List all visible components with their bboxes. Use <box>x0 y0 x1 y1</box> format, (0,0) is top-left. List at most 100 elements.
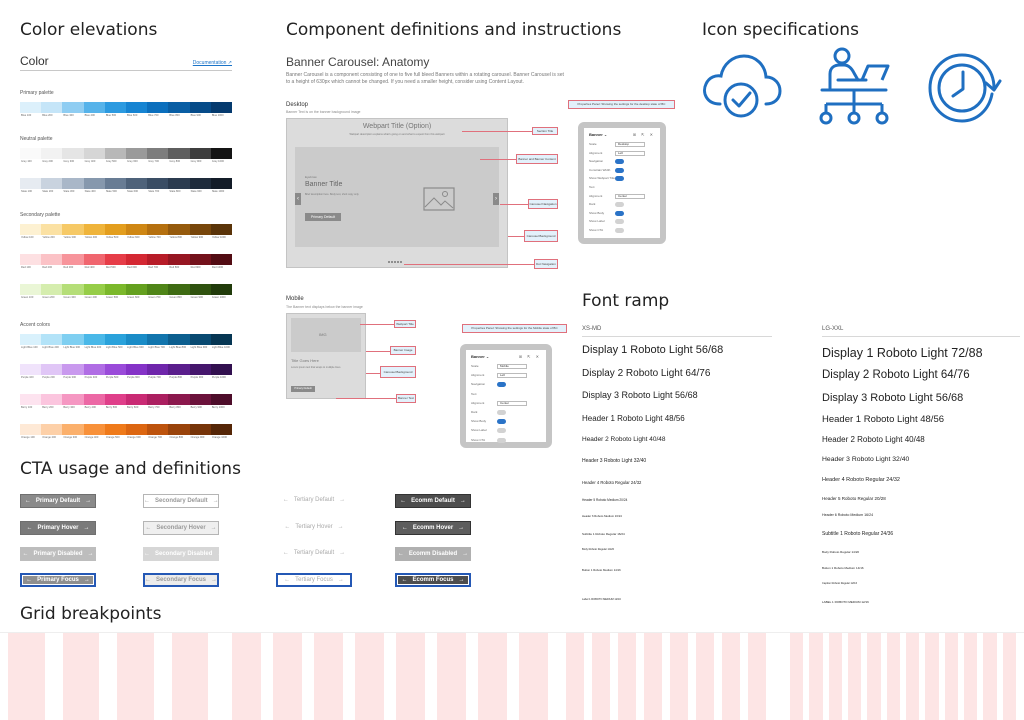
color-swatch[interactable] <box>189 284 211 295</box>
color-swatch[interactable] <box>126 178 148 189</box>
color-swatch[interactable] <box>20 394 42 405</box>
color-swatch[interactable] <box>210 148 233 159</box>
color-swatch[interactable] <box>83 424 105 435</box>
color-swatch[interactable] <box>104 394 127 405</box>
color-swatch[interactable] <box>126 284 148 295</box>
color-swatch[interactable] <box>168 334 190 345</box>
color-swatch[interactable] <box>189 334 211 345</box>
color-swatch[interactable] <box>62 424 84 435</box>
color-swatch[interactable] <box>104 424 127 435</box>
color-swatch[interactable] <box>189 178 211 189</box>
color-swatch[interactable] <box>62 364 84 375</box>
color-swatch[interactable] <box>104 254 127 265</box>
color-swatch[interactable] <box>41 394 63 405</box>
color-swatch[interactable] <box>83 284 105 295</box>
panel-toggle[interactable] <box>497 410 506 415</box>
banner-primary-button[interactable]: Primary Default <box>305 213 341 221</box>
color-swatch[interactable] <box>168 102 190 113</box>
color-swatch[interactable] <box>210 364 233 375</box>
color-swatch[interactable] <box>20 424 42 435</box>
panel-toggle[interactable] <box>615 167 624 173</box>
color-swatch[interactable] <box>83 254 105 265</box>
color-swatch[interactable] <box>147 224 169 235</box>
panel-select[interactable]: Left <box>615 150 645 156</box>
color-swatch[interactable] <box>62 334 84 345</box>
color-swatch[interactable] <box>168 224 190 235</box>
color-swatch[interactable] <box>83 394 105 405</box>
color-swatch[interactable] <box>147 148 169 159</box>
panel-select[interactable]: Desktop <box>615 142 645 147</box>
color-swatch[interactable] <box>62 148 84 159</box>
color-swatch[interactable] <box>83 102 105 113</box>
color-swatch[interactable] <box>210 178 233 189</box>
secondary-hover-button[interactable]: ← Secondary Hover → <box>143 521 219 535</box>
color-swatch[interactable] <box>41 334 63 345</box>
color-swatch[interactable] <box>62 102 84 113</box>
ecomm-hover-button[interactable]: ← Ecomm Hover → <box>395 521 471 535</box>
color-swatch[interactable] <box>210 284 233 295</box>
color-swatch[interactable] <box>83 178 105 189</box>
color-swatch[interactable] <box>168 424 190 435</box>
color-swatch[interactable] <box>41 424 63 435</box>
panel-toggle[interactable] <box>615 228 624 233</box>
color-swatch[interactable] <box>189 424 211 435</box>
panel-toolbar-icons[interactable]: ⊞ ⇱ ✕ <box>518 354 541 359</box>
carousel-dots[interactable] <box>388 261 402 263</box>
panel-toggle[interactable] <box>497 382 506 388</box>
secondary-disabled-button[interactable]: ← Secondary Disabled → <box>143 547 223 561</box>
color-swatch[interactable] <box>104 224 127 235</box>
color-swatch[interactable] <box>20 284 42 295</box>
panel-select[interactable]: Mobile <box>497 364 527 369</box>
panel-toggle[interactable] <box>615 219 624 225</box>
color-swatch[interactable] <box>20 224 42 235</box>
mobile-banner-button[interactable]: Primary Default <box>291 386 315 392</box>
color-swatch[interactable] <box>104 334 127 345</box>
color-swatch[interactable] <box>147 424 169 435</box>
color-swatch[interactable] <box>41 284 63 295</box>
color-swatch[interactable] <box>126 364 148 375</box>
tertiary-focus-button[interactable]: ← Tertiary Focus → <box>276 573 352 587</box>
color-swatch[interactable] <box>126 224 148 235</box>
color-swatch[interactable] <box>62 254 84 265</box>
color-swatch[interactable] <box>83 148 105 159</box>
color-swatch[interactable] <box>126 254 148 265</box>
documentation-link[interactable]: Documentation ↗ <box>192 60 232 66</box>
color-swatch[interactable] <box>62 284 84 295</box>
color-swatch[interactable] <box>126 148 148 159</box>
color-swatch[interactable] <box>189 254 211 265</box>
color-swatch[interactable] <box>210 424 233 435</box>
carousel-next-button[interactable]: › <box>493 193 499 205</box>
secondary-default-button[interactable]: ← Secondary Default → <box>143 494 219 508</box>
color-swatch[interactable] <box>168 148 190 159</box>
color-swatch[interactable] <box>147 178 169 189</box>
primary-default-button[interactable]: ← Primary Default → <box>20 494 96 508</box>
ecomm-default-button[interactable]: ← Ecomm Default → <box>395 494 471 508</box>
color-swatch[interactable] <box>189 102 211 113</box>
panel-toggle[interactable] <box>497 437 506 443</box>
tertiary-hover-button[interactable]: ← Tertiary Hover → <box>276 521 352 535</box>
tertiary-default-button[interactable]: ← Tertiary Default → <box>276 494 352 508</box>
panel-select[interactable]: Center <box>497 400 527 406</box>
color-swatch[interactable] <box>62 394 84 405</box>
color-swatch[interactable] <box>20 178 42 189</box>
color-swatch[interactable] <box>104 284 127 295</box>
tertiary-disabled-button[interactable]: ← Tertiary Default → <box>276 547 352 561</box>
primary-focus-button[interactable]: ← Primary Focus → <box>20 573 96 587</box>
color-swatch[interactable] <box>189 224 211 235</box>
color-swatch[interactable] <box>189 394 211 405</box>
panel-toggle[interactable] <box>497 428 506 434</box>
color-swatch[interactable] <box>168 364 190 375</box>
color-swatch[interactable] <box>41 148 63 159</box>
secondary-focus-button[interactable]: ← Secondary Focus → <box>143 573 219 587</box>
color-swatch[interactable] <box>147 334 169 345</box>
color-swatch[interactable] <box>41 178 63 189</box>
color-swatch[interactable] <box>147 102 169 113</box>
color-swatch[interactable] <box>147 394 169 405</box>
color-swatch[interactable] <box>62 224 84 235</box>
color-swatch[interactable] <box>168 394 190 405</box>
primary-disabled-button[interactable]: ← Primary Disabled → <box>20 547 96 561</box>
color-swatch[interactable] <box>20 148 42 159</box>
color-swatch[interactable] <box>189 148 211 159</box>
color-swatch[interactable] <box>41 102 63 113</box>
color-swatch[interactable] <box>147 284 169 295</box>
